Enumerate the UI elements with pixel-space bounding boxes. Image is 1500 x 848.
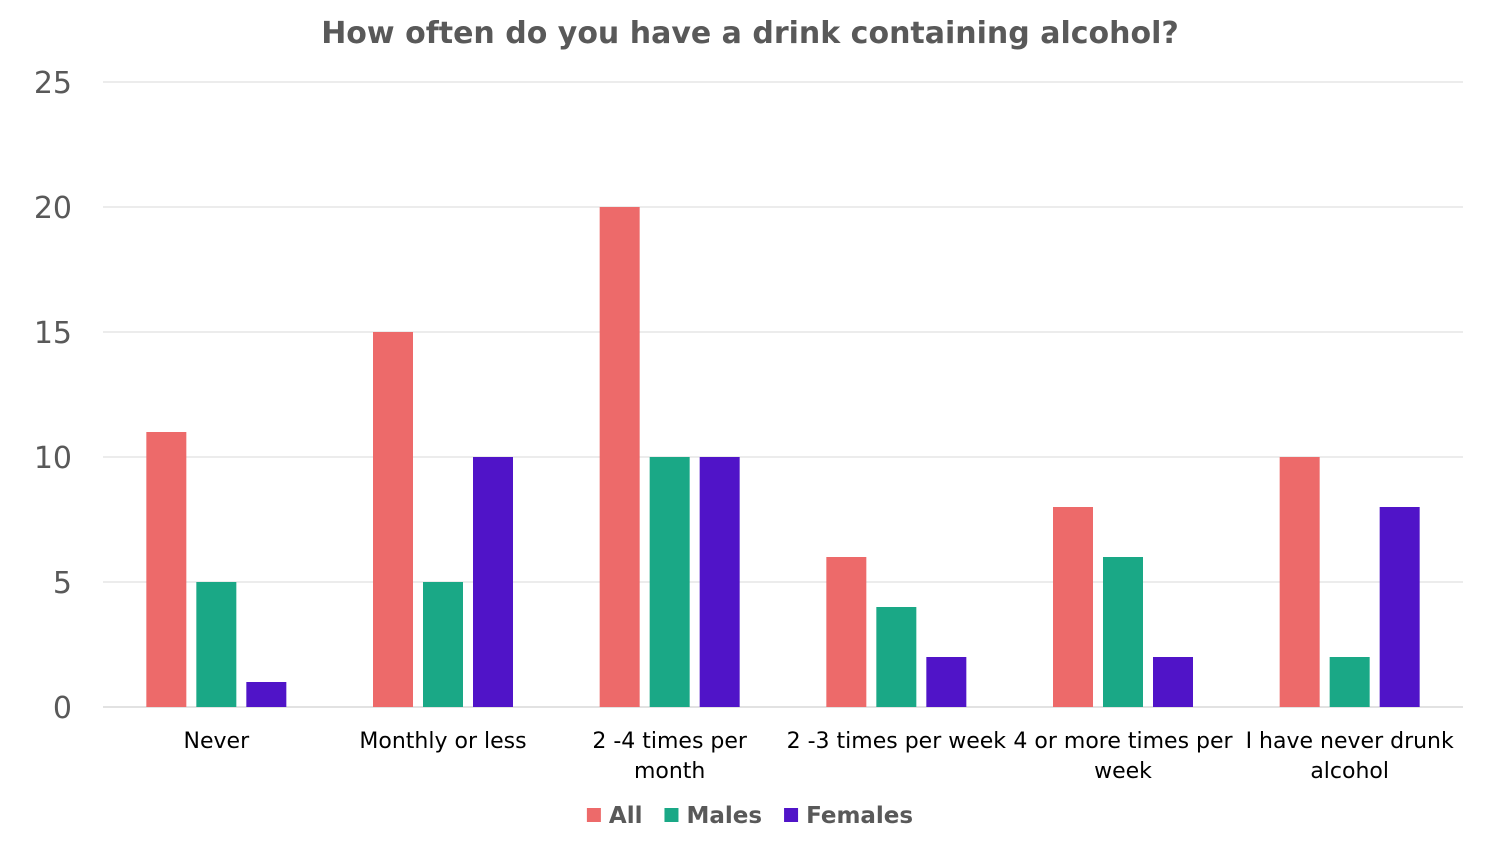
- x-tick-label: 2 -3 times per week: [787, 729, 1007, 754]
- y-tick-label: 5: [53, 566, 72, 601]
- x-tick-label: I have never drunk alcohol: [1246, 729, 1454, 784]
- legend-item-all: All: [586, 803, 643, 829]
- bar-females: [473, 457, 513, 707]
- grid-lines: [103, 81, 1463, 708]
- y-tick-label: 25: [34, 66, 72, 101]
- y-tick-label: 20: [34, 191, 72, 226]
- bar-females: [926, 657, 967, 707]
- bar-males: [649, 457, 690, 707]
- x-tick-label: 4 or more times per week: [1013, 729, 1233, 784]
- bar-males: [423, 582, 463, 707]
- bar-all: [826, 557, 867, 707]
- bar-males: [876, 607, 917, 707]
- legend-label: Females: [806, 803, 913, 829]
- bar-all: [373, 332, 413, 707]
- legend-swatch: [784, 808, 799, 822]
- y-tick-label: 10: [34, 441, 72, 476]
- bar-males: [1103, 557, 1143, 707]
- bar-females: [1153, 657, 1193, 707]
- bar-females: [1379, 507, 1420, 707]
- y-tick-label: 0: [53, 691, 72, 726]
- bar-all: [146, 432, 187, 707]
- bar-females: [246, 682, 287, 707]
- legend-item-males: Males: [664, 803, 762, 829]
- legend-swatch: [664, 808, 679, 822]
- bar-females: [699, 457, 740, 707]
- legend-label: Males: [686, 803, 762, 829]
- y-tick-label: 15: [34, 316, 72, 351]
- chart-title: How often do you have a drink containing…: [321, 16, 1179, 51]
- x-tick-label: Monthly or less: [359, 729, 526, 754]
- bar-males: [1329, 657, 1370, 707]
- x-axis-ticks: Never Monthly or less 2 -4 times per month 2…: [184, 729, 1454, 784]
- y-axis-ticks: 0 5 10 15 20 25: [34, 66, 72, 726]
- bar-all: [1279, 457, 1320, 707]
- x-tick-label: 2 -4 times per month: [592, 729, 748, 784]
- legend-label: All: [609, 803, 643, 829]
- bar-males: [196, 582, 237, 707]
- legend: All Males Females: [586, 803, 913, 829]
- legend-swatch: [586, 808, 601, 822]
- bar-all: [599, 207, 640, 707]
- bars: [146, 207, 1420, 707]
- legend-item-females: Females: [784, 803, 913, 829]
- x-tick-label: Never: [184, 729, 251, 754]
- bar-all: [1053, 507, 1093, 707]
